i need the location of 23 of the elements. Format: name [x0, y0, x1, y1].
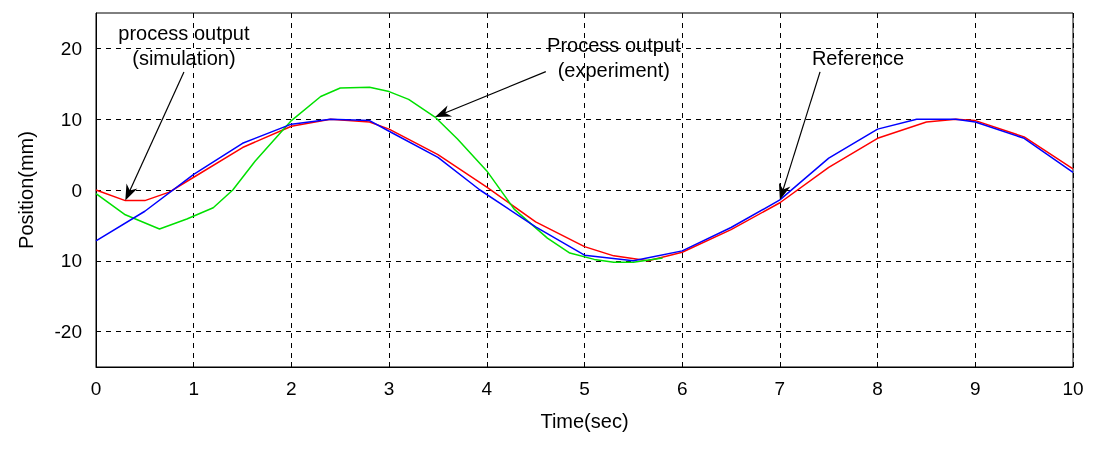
x-tick-label: 8 — [872, 378, 883, 399]
x-tick-label: 3 — [383, 378, 395, 399]
x-tick-label: 6 — [676, 378, 688, 399]
y-tick-label: 10 — [60, 250, 82, 272]
x-tick-label: 2 — [286, 378, 297, 399]
y-tick-label: 20 — [60, 37, 82, 59]
line-series — [95, 118, 1074, 262]
annotation: Reference — [811, 46, 905, 69]
y-tick-label: 10 — [60, 108, 82, 130]
x-tick-label: 5 — [579, 378, 590, 399]
x-tick-label: 7 — [774, 378, 786, 399]
x-tick-label: 0 — [90, 378, 102, 399]
line-series — [95, 86, 664, 263]
y-axis-title: Position(mm) — [15, 131, 37, 249]
x-tick-label: 10 — [1062, 378, 1084, 399]
x-axis-title: Time(sec) — [540, 410, 629, 432]
annotation: process output (simulation) — [118, 22, 250, 70]
x-tick-label: 4 — [481, 378, 493, 399]
x-tick-label: 9 — [970, 378, 981, 399]
y-tick-label: 0 — [71, 179, 82, 201]
x-tick-label: 1 — [188, 378, 199, 399]
annotation: Process output (experiment) — [547, 34, 681, 82]
y-tick-label: -20 — [54, 321, 82, 343]
